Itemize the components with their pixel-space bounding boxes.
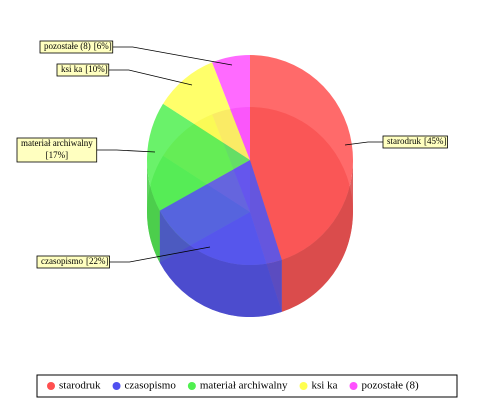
legend-marker [187,382,196,390]
legend-label: pozostałe (8) [362,380,419,392]
slice-side [159,210,282,317]
leader-line [109,246,211,263]
legend-label: ksi ka [312,380,338,392]
value-label: [22%] [86,256,109,266]
callout: starodruk [45%] [344,135,448,149]
callouts: starodruk [45%] czasopismo [22%] materiał ar… [16,40,448,269]
slice [250,55,353,260]
value-label: [17%] [46,150,69,160]
slice [147,103,250,211]
leader-line [344,141,383,146]
value-label: [10%] [85,64,108,74]
pie [147,55,353,317]
category-label: starodruk [387,136,421,146]
slice [159,160,282,265]
slice-side [281,160,353,312]
callout: ksi ka [10%] [56,63,193,86]
leader-line [96,149,156,153]
callout-box [16,137,98,163]
category-label: pozostałe (8) [44,41,91,51]
leader-line [112,46,233,66]
callout-label: ksi ka [10%] [61,64,108,74]
callout: materiał archiwalny [17%] [16,137,156,163]
legend-label: czasopismo [125,380,177,392]
slice [163,62,250,160]
callout-label: materiał archiwalny [21,138,93,148]
value-label: [45%] [424,136,447,146]
category-label: czasopismo [41,256,83,266]
legend-marker [299,382,308,390]
slice [212,55,250,160]
leader-line [108,69,193,86]
legend-box [36,374,458,398]
legend-marker [112,382,121,390]
legend-marker [47,382,55,390]
slice-side [147,160,160,263]
legend-label: materiał archiwalny [200,380,288,392]
callout-label: czasopismo [22%] [41,256,109,266]
callout-label: pozostałe (8) [6%] [44,41,112,51]
value-label: [6%] [94,41,112,51]
callout: pozostałe (8) [6%] [39,40,233,66]
callout: czasopismo [22%] [36,246,211,269]
category-label: ksi ka [61,64,82,74]
legend-marker [349,382,358,390]
callout-label: starodruk [45%] [387,136,447,146]
legend-label: starodruk [59,380,101,392]
category-label: materiał archiwalny [21,138,93,148]
legend: starodruk czasopismo materiał archiwalny ks… [47,380,419,392]
